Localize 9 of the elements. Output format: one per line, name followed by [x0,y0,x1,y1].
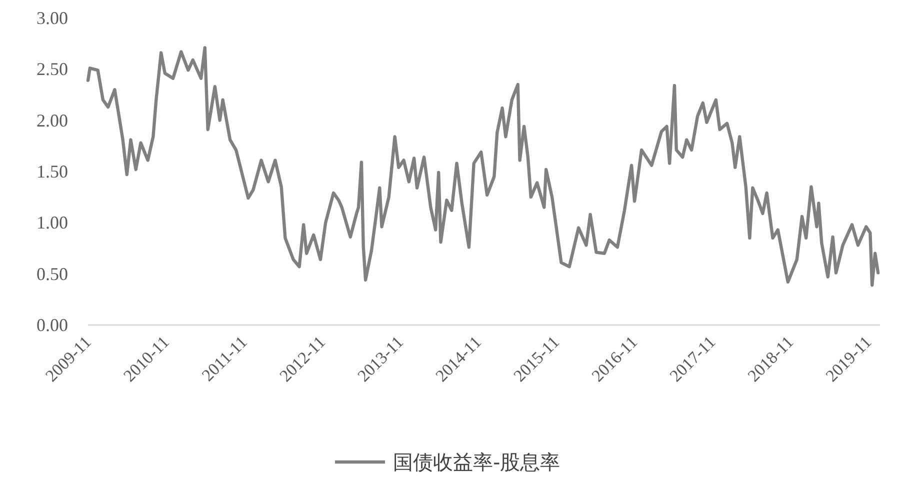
legend-label: 国债收益率-股息率 [393,450,560,474]
line-series [86,46,880,287]
y-tick-label: 0.50 [36,264,68,284]
y-tick-label: 1.00 [36,212,68,233]
y-tick-label: 0.00 [36,315,68,335]
y-tick-label: 3.00 [36,8,68,28]
y-tick-label: 2.00 [36,110,68,130]
y-tick-label: 1.50 [36,162,68,182]
y-tick-label: 2.50 [36,59,68,80]
